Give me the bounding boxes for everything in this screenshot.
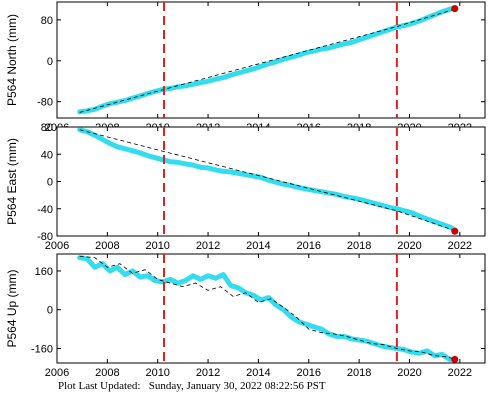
x-tick-label: 2016 xyxy=(297,240,321,252)
latest-point xyxy=(451,227,459,235)
y-tick-label: 0 xyxy=(47,56,53,68)
y-tick-label: -40 xyxy=(37,204,53,216)
panel-3: 2006 2008 2010 2012 2014 2016 2018 2020 2022 -160… xyxy=(5,253,486,379)
footer-label: Plot Last Updated: xyxy=(58,380,141,392)
y-axis-label: P564 Up (mm) xyxy=(5,269,19,347)
y-tick-label: 0 xyxy=(47,177,53,189)
x-tick-label: 2022 xyxy=(448,367,472,379)
x-tick-label: 2020 xyxy=(397,240,421,252)
panel-1: 200620082010201220142016201820202022-800… xyxy=(5,1,486,134)
x-tick-label: 2012 xyxy=(196,240,220,252)
x-tick-label: 2008 xyxy=(95,240,119,252)
y-tick-label: 0 xyxy=(47,305,53,317)
footer-timestamp: Sunday, January 30, 2022 08:22:56 PST xyxy=(148,380,326,392)
model-series xyxy=(79,129,455,231)
x-tick-label: 2006 xyxy=(45,367,69,379)
y-axis-label: P564 North (mm) xyxy=(5,14,19,106)
x-tick-label: 2010 xyxy=(145,367,169,379)
plot-updated-footer: Plot Last Updated: Sunday, January 30, 2… xyxy=(58,380,326,392)
x-tick-label: 2010 xyxy=(145,240,169,252)
x-tick-label: 2012 xyxy=(196,367,220,379)
x-tick-label: 2022 xyxy=(448,240,472,252)
x-tick-label: 2006 xyxy=(45,240,69,252)
x-tick-label: 2016 xyxy=(297,367,321,379)
latest-point xyxy=(451,5,459,13)
observed-series xyxy=(77,127,458,233)
x-tick-label: 2008 xyxy=(95,367,119,379)
y-tick-label: 160 xyxy=(35,266,53,278)
x-tick-label: 2018 xyxy=(347,367,371,379)
y-tick-label: 80 xyxy=(41,15,53,27)
y-tick-label: 40 xyxy=(41,149,53,161)
x-tick-label: 2014 xyxy=(246,367,270,379)
model-series xyxy=(79,8,455,113)
y-tick-label: 80 xyxy=(41,122,53,134)
x-tick-label: 2020 xyxy=(397,367,421,379)
panel-2: 2006 2008 2010 2012 2014 2016 2018 2020 2022 -80 -… xyxy=(5,122,486,252)
y-tick-label: -80 xyxy=(37,231,53,243)
y-axis-label: P564 East (mm) xyxy=(5,138,19,225)
x-tick-label: 2018 xyxy=(347,240,371,252)
latest-point xyxy=(451,355,459,363)
model-series xyxy=(79,256,455,360)
y-tick-label: -80 xyxy=(37,97,53,109)
y-tick-label: -160 xyxy=(31,343,53,355)
x-tick-label: 2014 xyxy=(246,240,270,252)
